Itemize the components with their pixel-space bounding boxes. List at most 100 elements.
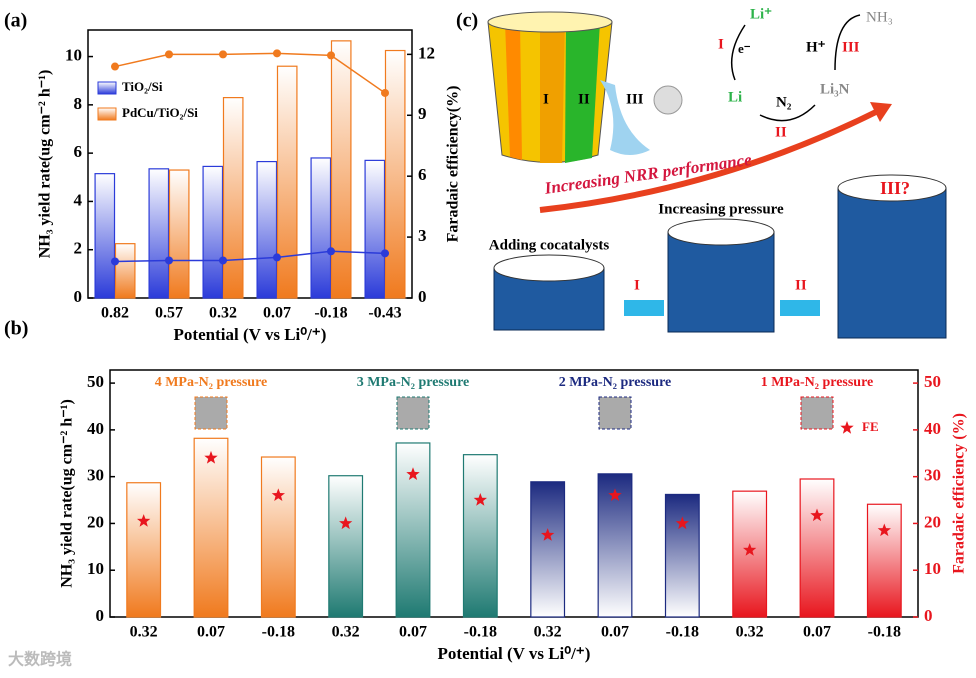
point: [381, 249, 389, 258]
cylinder-top: [667, 218, 775, 246]
group-label: 4 MPa-N₂ pressure: [155, 375, 268, 390]
species: NH₃: [866, 9, 893, 25]
sample-photo: [396, 396, 430, 430]
step-arrow: [624, 300, 664, 316]
star-marker: [877, 523, 891, 537]
y-tick-label: 0: [74, 287, 83, 306]
y2-tick-label: 9: [418, 104, 427, 123]
bucket-rim: [487, 11, 613, 33]
bar: [168, 169, 190, 299]
x-axis-label: Potential (V vs Li⁰/⁺): [438, 644, 591, 663]
cylinder: [837, 187, 947, 339]
y-tick-label: 2: [74, 239, 83, 258]
point: [327, 51, 335, 60]
legend-label: PdCu/TiO₂/Si: [122, 105, 198, 120]
star-marker: [271, 488, 285, 501]
point: [273, 253, 281, 262]
step-label: II: [795, 277, 807, 293]
x-tick-label: 0.32: [332, 624, 360, 641]
legend-swatch: [97, 107, 117, 121]
bar: [276, 65, 298, 299]
water: [600, 80, 650, 155]
bucket-label: I: [543, 91, 549, 107]
bar: [799, 478, 835, 618]
y-tick-label: 6: [74, 142, 83, 161]
panel-label: (a): [4, 10, 27, 32]
bucket-label: II: [578, 91, 590, 107]
y2-tick-label: 0: [924, 606, 933, 625]
point: [219, 256, 227, 265]
group-label: 3 MPa-N₂ pressure: [357, 375, 470, 390]
step-label: III: [842, 39, 860, 55]
x-tick-label: 0.32: [209, 305, 237, 322]
point: [327, 247, 335, 256]
species: Li⁺: [750, 6, 772, 22]
bar: [256, 160, 278, 299]
x-tick-label: -0.18: [666, 624, 699, 641]
point: [219, 50, 227, 59]
x-tick-label: 0.07: [197, 624, 225, 641]
y2-tick-label: 6: [418, 165, 427, 184]
y2-tick-label: 50: [924, 372, 941, 391]
y2-tick-label: 10: [924, 559, 941, 578]
group-label: 1 MPa-N₂ pressure: [761, 375, 874, 390]
bar: [732, 490, 768, 618]
x-tick-label: -0.43: [368, 305, 401, 322]
plot-frame: [109, 369, 919, 618]
panel-label: (b): [4, 318, 28, 340]
bar: [364, 159, 386, 299]
bar: [384, 49, 406, 299]
point: [381, 88, 389, 97]
bar: [530, 481, 566, 618]
cylinder-label: III?: [880, 178, 910, 198]
cylinder-label: Increasing pressure: [658, 201, 784, 217]
cylinder-top: [493, 254, 605, 282]
watermark: 大数跨境: [8, 650, 72, 669]
x-tick-label: 0.07: [803, 624, 831, 641]
y2-tick-label: 30: [924, 466, 941, 485]
y2-tick-label: 0: [418, 287, 427, 306]
cylinder-label: Adding cocatalysts: [489, 237, 610, 253]
x-tick-label: 0.32: [534, 624, 562, 641]
x-axis-label: Potential (V vs Li⁰/⁺): [174, 325, 327, 344]
line: [114, 250, 386, 263]
x-tick-label: 0.32: [736, 624, 764, 641]
x-tick-label: 0.07: [263, 305, 291, 322]
point: [165, 256, 173, 265]
star-marker: [204, 450, 218, 464]
species: Li: [728, 89, 742, 105]
sample-photo: [800, 396, 834, 430]
panel-label: (c): [456, 10, 478, 32]
point: [111, 62, 119, 71]
y2-tick-label: 40: [924, 419, 941, 438]
y-tick-label: 4: [74, 190, 83, 209]
diagram: (c) I II III Li⁺ e⁻ I Li N₂ II Li₃N H⁺ I…: [456, 6, 947, 339]
cylinder: [667, 231, 775, 333]
species: H⁺: [806, 39, 826, 55]
cylinder-top: [837, 174, 947, 202]
y-tick-label: 10: [65, 45, 82, 64]
legend-label: FE: [862, 419, 879, 434]
step-label: I: [718, 36, 724, 52]
sample-photo: [598, 396, 632, 430]
trend-arrow-head: [870, 102, 892, 122]
point: [111, 257, 119, 266]
species: N₂: [776, 94, 792, 110]
bar: [114, 243, 136, 299]
bar: [193, 437, 229, 618]
star-marker: [743, 543, 757, 556]
x-tick-label: 0.32: [130, 624, 158, 641]
x-tick-label: -0.18: [262, 624, 295, 641]
y-axis-label: NH₃ yield rate(ug cm⁻² h⁻¹): [59, 399, 76, 588]
star-marker: [608, 488, 622, 501]
y-tick-label: 0: [96, 606, 105, 625]
y-tick-label: 20: [87, 512, 104, 531]
legend-label: TiO₂/Si: [122, 79, 163, 94]
star-marker: [541, 528, 555, 541]
species: Li₃N: [820, 81, 850, 97]
bar: [328, 475, 364, 618]
legend-swatch: [97, 81, 117, 95]
point: [273, 49, 281, 58]
group-label: 2 MPa-N₂ pressure: [559, 375, 672, 390]
y-tick-label: 30: [87, 466, 104, 485]
